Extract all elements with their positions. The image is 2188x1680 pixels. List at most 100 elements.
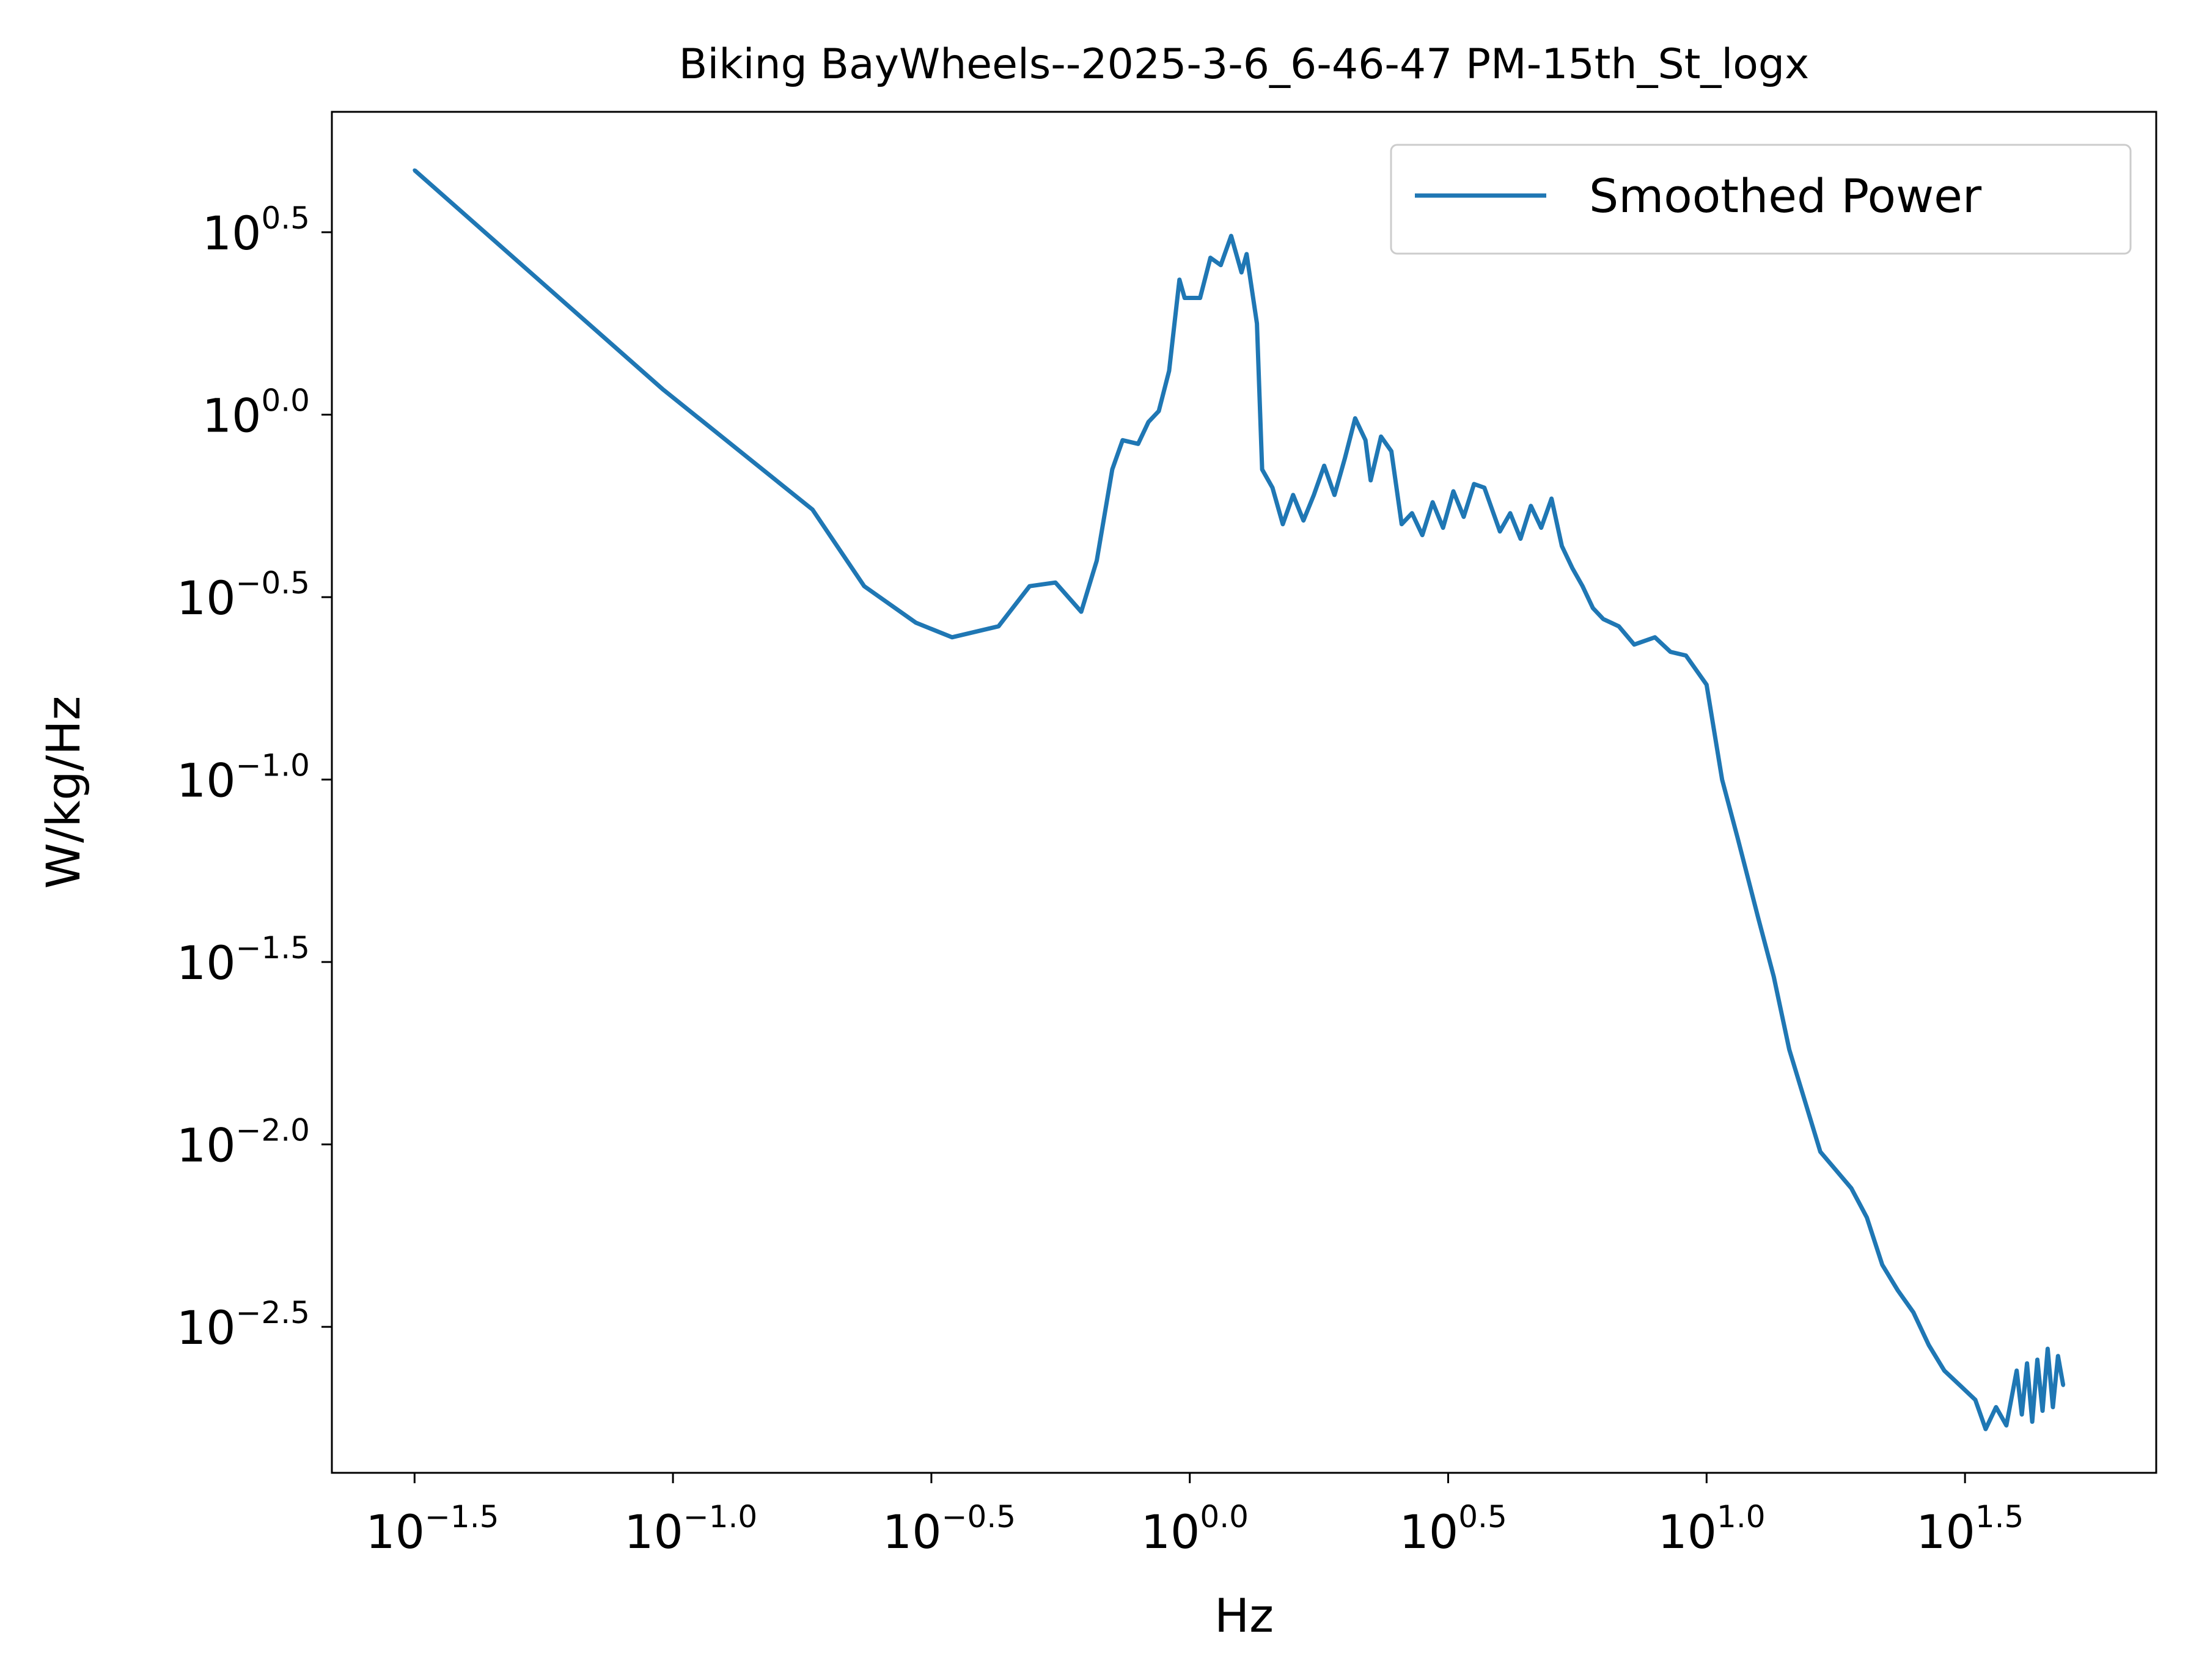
data-point [1684,653,1688,658]
x-tick-label: 10−0.5 [883,1499,1016,1559]
data-point [1177,277,1181,282]
data-point [1364,438,1368,442]
y-axis-label: W/kg/Hz [36,696,90,889]
data-point [1079,610,1084,614]
data-point [1926,1343,1931,1347]
data-point [1183,296,1187,300]
data-point [2014,1368,2019,1373]
x-tick-label: 10−1.0 [624,1499,757,1559]
data-point [1255,321,1259,326]
x-axis-ticks: 10−1.5 10−1.0 10−0.5 100.0 100.5 101.0 101.5 [365,1473,2024,1559]
data-point [1669,650,1673,654]
data-point [1508,511,1512,515]
data-point [1461,515,1466,519]
data-point [1570,566,1574,570]
legend-label-smoothed-power: Smoothed Power [1589,169,1982,223]
y-tick-label: 10−2.5 [177,1295,310,1355]
data-point [1229,234,1233,238]
data-point [1379,435,1383,439]
data-point [1244,252,1249,256]
data-point [1942,1368,1947,1373]
legend-box [1390,144,2132,255]
data-point [1400,522,1404,526]
data-point [1498,529,1502,534]
x-tick-label: 10−1.5 [365,1499,499,1559]
data-point [1095,559,1099,563]
data-point [1420,533,1425,537]
data-point [1549,496,1554,501]
series-layer [413,168,2066,1431]
x-axis-label: Hz [1214,1588,1274,1643]
data-point [862,584,866,589]
data-point [1301,518,1305,523]
y-tick-label: 100.0 [202,383,310,443]
data-point [1343,457,1347,461]
x-tick-label: 101.5 [1916,1499,2024,1559]
data-point [1834,1168,1838,1172]
data-point [1865,1216,1869,1220]
y-tick-label: 10−0.5 [177,565,310,625]
data-point [1157,409,1161,413]
data-point [1136,442,1140,446]
data-point [996,624,1000,628]
data-point [1539,526,1543,530]
data-point [1617,624,1621,628]
chart-title: Biking BayWheels--2025-3-6_6-46-47 PM-15… [679,40,1810,89]
data-point [914,620,918,625]
data-point [1818,1150,1823,1154]
data-point [1880,1263,1884,1267]
data-point [1580,584,1585,589]
data-point [1167,369,1171,373]
data-point [1452,489,1455,493]
x-tick-label: 100.0 [1141,1499,1249,1559]
data-point [2041,1409,2044,1413]
data-point [1027,584,1032,589]
data-point [2020,1412,2024,1417]
data-point [1110,468,1114,472]
plot-area [331,111,2157,1474]
data-point [1803,1099,1807,1102]
data-point [1736,836,1740,840]
data-point [1705,683,1709,687]
data-point [1147,420,1151,424]
data-point [1849,1186,1854,1190]
data-point [1653,635,1657,639]
data-point [1983,1427,1988,1431]
data-point [1472,482,1476,486]
data-point [1591,606,1595,610]
data-point [1787,1047,1791,1052]
data-point [1353,416,1357,420]
data-point [2056,1354,2060,1358]
data-point [1632,642,1636,647]
data-point [1994,1405,1998,1409]
data-point [413,168,417,172]
data-point [1389,449,1393,453]
data-point [1529,504,1533,508]
legend: Smoothed Power [1390,144,2132,255]
data-point [1911,1310,1915,1315]
data-point [1322,464,1326,468]
data-point [2050,1405,2055,1409]
axes-frame [331,111,2157,1474]
data-point [1756,916,1760,920]
data-point [2061,1383,2065,1387]
data-point [810,507,815,512]
data-point [1410,511,1414,515]
data-point [1720,777,1724,782]
data-point [1560,544,1564,548]
data-point [1441,526,1445,530]
data-point [2035,1357,2039,1362]
data-point [2030,1420,2035,1424]
x-tick-label: 101.0 [1658,1499,1765,1559]
data-point [661,387,665,391]
data-point [950,635,954,639]
y-tick-label: 10−1.0 [177,748,310,808]
data-point [1260,468,1265,472]
data-point [1219,263,1223,267]
data-point [1198,296,1202,300]
data-point [1208,255,1213,260]
y-tick-label: 10−2.0 [177,1113,310,1173]
data-point [1332,493,1337,497]
